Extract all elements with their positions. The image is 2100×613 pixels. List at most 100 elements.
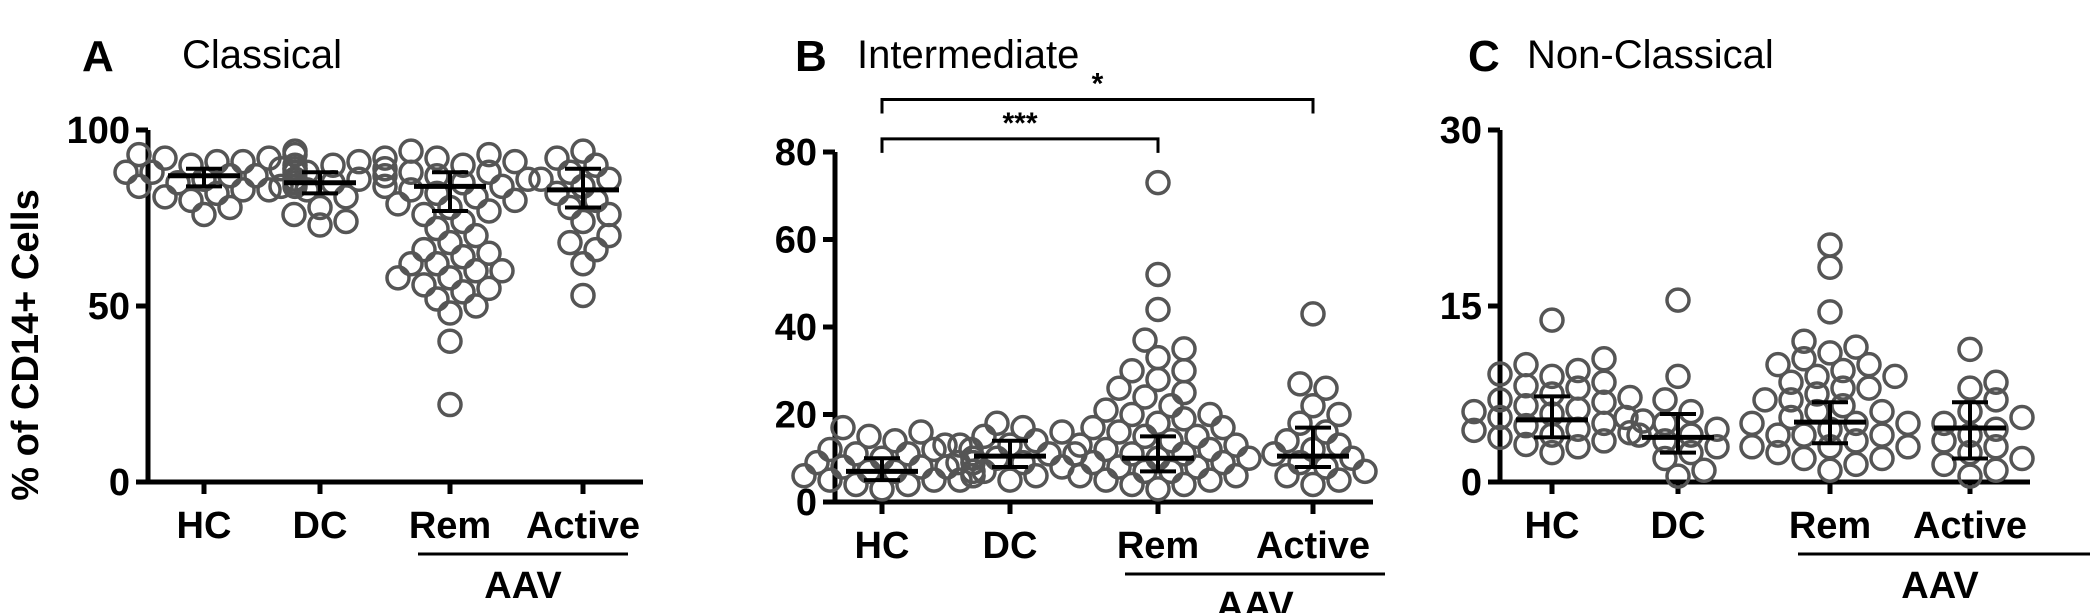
data-point xyxy=(1565,434,1591,460)
data-point xyxy=(1565,357,1591,384)
data-point xyxy=(1765,351,1791,378)
data-point xyxy=(557,229,583,256)
data-point xyxy=(1067,463,1093,489)
data-point xyxy=(1856,351,1882,378)
data-point xyxy=(204,148,230,175)
data-point xyxy=(1197,401,1223,428)
data-point xyxy=(139,159,165,185)
data-point xyxy=(398,251,424,277)
data-point xyxy=(570,251,596,277)
data-point xyxy=(1983,369,2009,396)
data-point xyxy=(1461,398,1487,425)
data-point xyxy=(1487,424,1513,451)
data-point xyxy=(1119,441,1145,467)
data-point xyxy=(1093,436,1119,463)
data-point xyxy=(424,145,450,171)
data-point xyxy=(411,236,437,263)
data-point xyxy=(307,194,333,221)
data-point xyxy=(1830,357,1856,384)
data-point xyxy=(1171,358,1197,384)
data-point xyxy=(1895,410,1921,437)
data-point xyxy=(424,286,450,312)
data-point xyxy=(544,180,570,207)
panel-letter: B xyxy=(795,32,827,81)
data-point xyxy=(1274,463,1300,489)
data-point xyxy=(570,138,596,164)
data-point xyxy=(1171,441,1197,467)
data-point xyxy=(281,201,307,228)
data-point xyxy=(1080,414,1106,441)
data-point xyxy=(830,454,856,480)
data-point xyxy=(1513,392,1539,419)
x-tick-label: HC xyxy=(177,505,232,547)
x-tick-label: DC xyxy=(293,505,348,547)
data-point xyxy=(1804,381,1830,407)
data-point xyxy=(1539,439,1565,466)
x-tick-label: Active xyxy=(1913,505,2027,547)
data-point xyxy=(1023,463,1049,489)
data-point xyxy=(1010,414,1036,441)
data-point xyxy=(1171,379,1197,406)
data-point xyxy=(1739,410,1765,437)
data-point xyxy=(385,191,411,217)
data-point xyxy=(1957,375,1983,401)
data-point xyxy=(1106,454,1132,480)
data-point xyxy=(424,251,450,277)
y-tick-label: 0 xyxy=(1461,462,1482,504)
data-point xyxy=(1326,467,1352,493)
data-point xyxy=(830,414,856,441)
x-tick-label: Rem xyxy=(1117,525,1199,567)
data-point xyxy=(1487,361,1513,387)
data-point xyxy=(596,222,622,249)
data-point xyxy=(1145,476,1171,502)
data-point xyxy=(921,467,947,493)
data-point xyxy=(1080,449,1106,476)
data-point xyxy=(908,419,934,445)
y-tick-label: 40 xyxy=(775,307,817,349)
data-point xyxy=(1106,375,1132,401)
data-point xyxy=(1565,375,1591,401)
data-point xyxy=(178,187,204,214)
x-tick-label: Rem xyxy=(1789,505,1871,547)
data-point xyxy=(1652,387,1678,413)
data-point xyxy=(947,432,973,458)
panel-c: C Non-Classical 0 15 30 HC DC Rem Active AAV xyxy=(1440,32,2090,607)
data-point xyxy=(1184,454,1210,480)
panel-title: Classical xyxy=(182,33,342,77)
data-point xyxy=(1287,410,1313,436)
data-point xyxy=(1613,404,1639,431)
data-point xyxy=(1804,363,1830,390)
data-point xyxy=(243,163,269,189)
data-point xyxy=(476,275,502,302)
data-point xyxy=(1778,369,1804,396)
data-point xyxy=(1931,451,1957,478)
data-point xyxy=(1817,457,1843,484)
data-point xyxy=(1882,363,1908,390)
x-tick-label: HC xyxy=(855,525,910,567)
data-point xyxy=(1843,334,1869,360)
data-point xyxy=(256,177,282,203)
data-point xyxy=(346,166,372,193)
data-point xyxy=(333,184,359,210)
data-point xyxy=(1487,387,1513,413)
data-point xyxy=(1652,445,1678,472)
data-point xyxy=(997,467,1023,493)
data-point xyxy=(1665,363,1691,390)
y-tick-label: 30 xyxy=(1440,110,1482,152)
data-point xyxy=(1023,428,1049,454)
data-point xyxy=(268,155,294,182)
data-point xyxy=(1983,434,2009,460)
data-point xyxy=(895,441,921,467)
data-point xyxy=(958,436,984,463)
data-point xyxy=(596,166,622,193)
data-point xyxy=(817,436,843,463)
x-tick-label: DC xyxy=(983,525,1038,567)
data-point xyxy=(502,148,528,175)
data-point xyxy=(398,177,424,203)
data-point xyxy=(282,138,308,164)
significance-label: * xyxy=(1092,68,1104,101)
significance-bracket xyxy=(880,137,1160,153)
data-point xyxy=(437,300,463,326)
data-point xyxy=(1067,432,1093,458)
data-point xyxy=(1817,299,1843,325)
